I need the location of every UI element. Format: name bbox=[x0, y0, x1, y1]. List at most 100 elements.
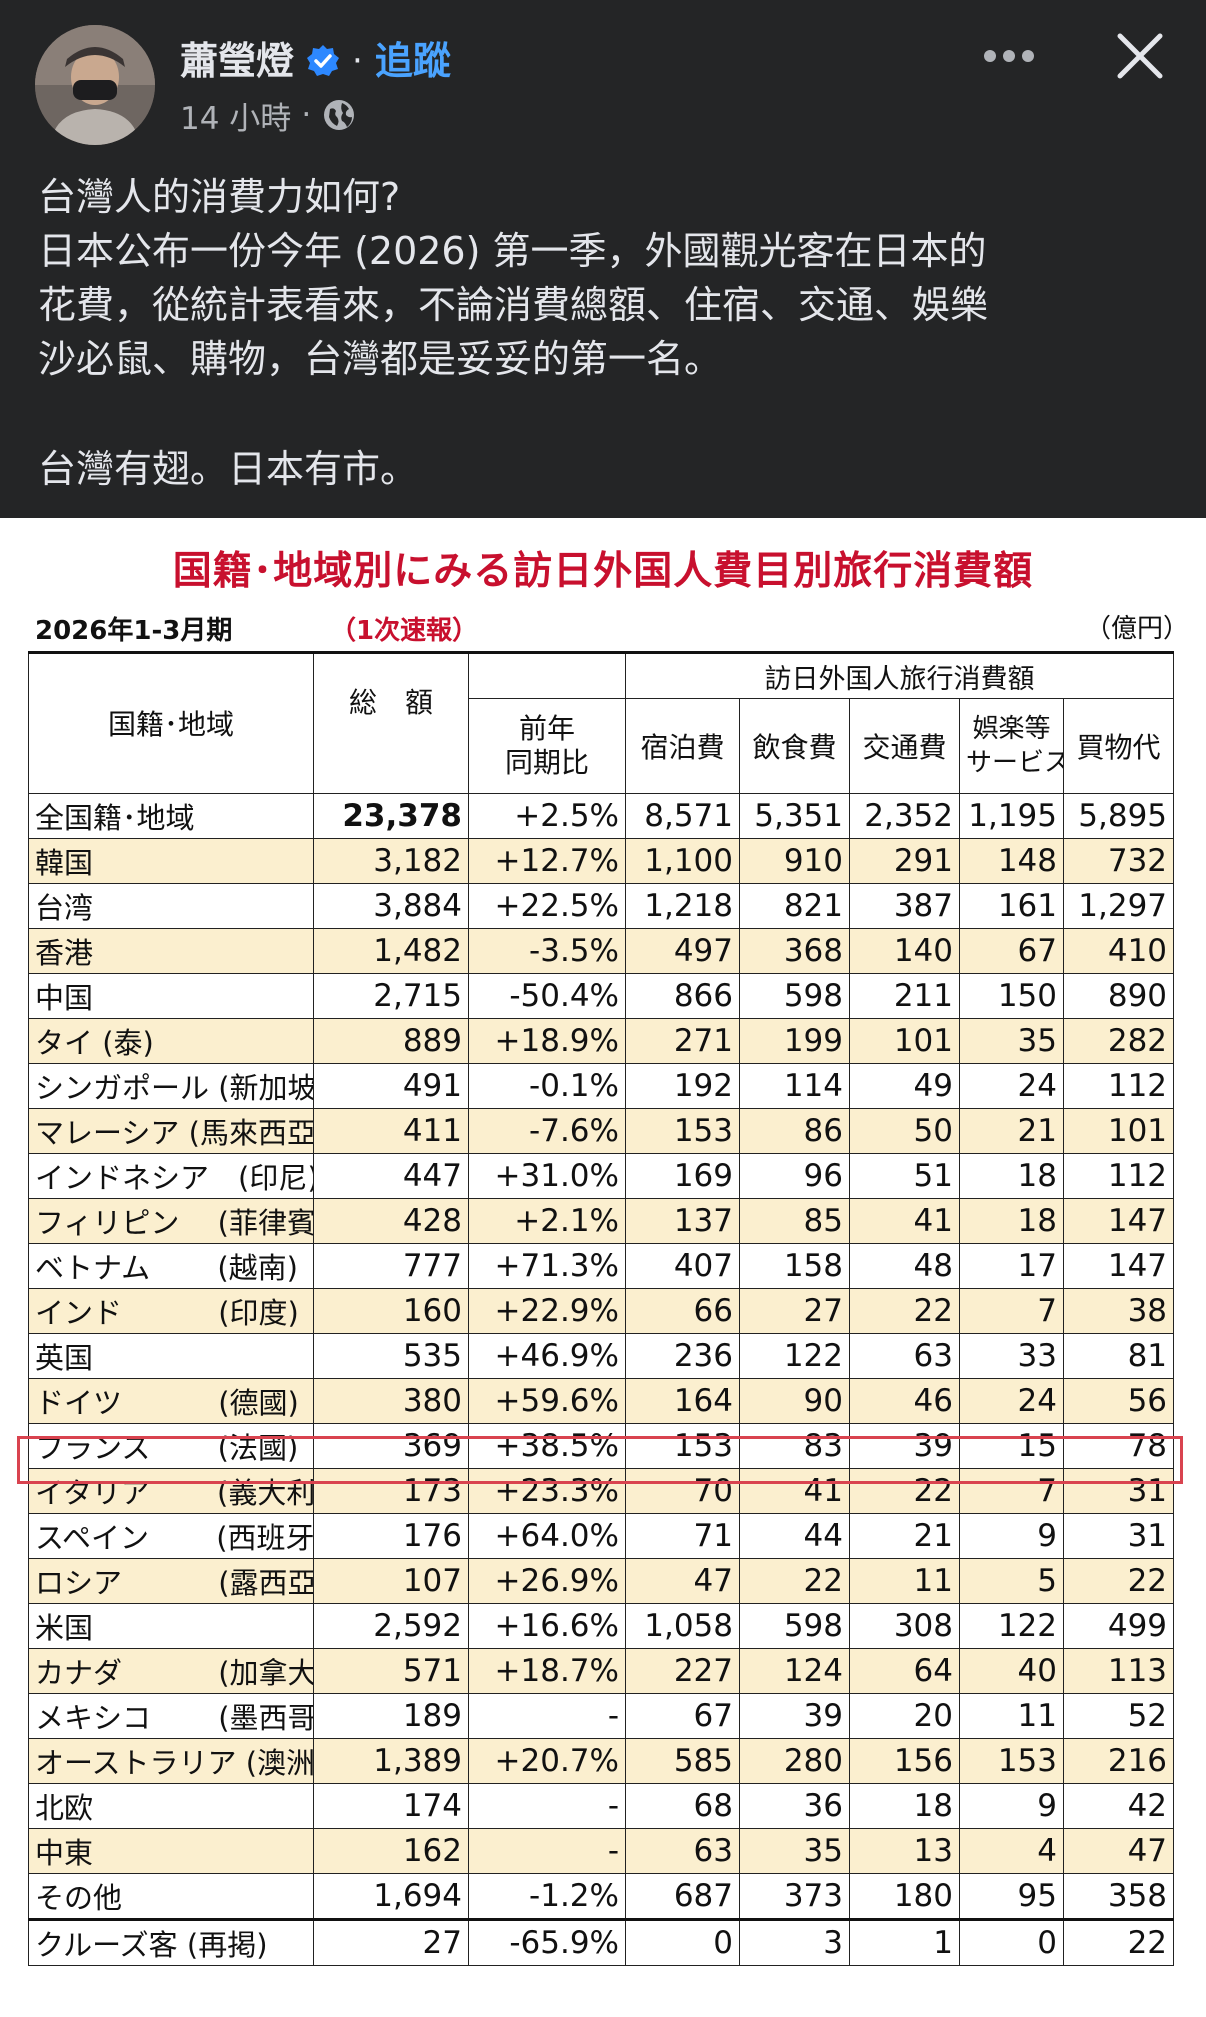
separator: · bbox=[352, 41, 363, 81]
post-time[interactable]: 14 小時 bbox=[180, 100, 292, 137]
cell-lodging: 227 bbox=[625, 1647, 740, 1694]
cell-region: 全国籍･地域 bbox=[28, 792, 314, 839]
cell-transport: 387 bbox=[849, 882, 960, 929]
cell-food: 85 bbox=[739, 1197, 850, 1244]
cell-ent: 40 bbox=[959, 1647, 1064, 1694]
post-image[interactable]: 国籍･地域別にみる訪日外国人費目別旅行消費額 2026年1-3月期 （1次速報）… bbox=[0, 518, 1206, 2017]
cell-shopping: 1,297 bbox=[1062, 882, 1175, 929]
image-prelim: （1次速報） bbox=[330, 616, 479, 646]
cell-yoy: +22.9% bbox=[468, 1287, 626, 1334]
cell-yoy: +2.5% bbox=[468, 792, 626, 839]
table-row: フィリピン (菲律賓) 428 +2.1% 137 85 41 18 147 bbox=[28, 1197, 1175, 1244]
table-row: 中東 162-63 35 13 4 47 bbox=[28, 1827, 1175, 1874]
cell-shopping: 890 bbox=[1062, 972, 1175, 1019]
cell-food: 86 bbox=[739, 1107, 850, 1154]
cell-food: 910 bbox=[739, 837, 850, 884]
cell-ent: 35 bbox=[959, 1017, 1064, 1064]
cell-food: 5,351 bbox=[739, 792, 850, 839]
cell-transport: 2,352 bbox=[849, 792, 960, 839]
cell-shopping: 31 bbox=[1062, 1467, 1175, 1514]
cell-lodging: 585 bbox=[625, 1737, 740, 1784]
cell-shopping: 101 bbox=[1062, 1107, 1175, 1154]
cell-food: 27 bbox=[739, 1287, 850, 1334]
cell-region: 台湾 bbox=[28, 882, 314, 929]
cell-ent: 153 bbox=[959, 1737, 1064, 1784]
avatar[interactable] bbox=[35, 25, 155, 145]
cell-transport: 1 bbox=[849, 1918, 960, 1966]
cell-food: 35 bbox=[739, 1827, 850, 1874]
cell-shopping: 147 bbox=[1062, 1197, 1175, 1244]
cell-food: 44 bbox=[739, 1512, 850, 1559]
cell-region: フィリピン (菲律賓) bbox=[28, 1197, 314, 1244]
cell-shopping: 78 bbox=[1062, 1422, 1175, 1469]
cell-yoy: +71.3% bbox=[468, 1242, 626, 1289]
table-row: 韓国 3,182 +12.7% 1,100 910 291 148 732 bbox=[28, 837, 1175, 884]
cell-lodging: 169 bbox=[625, 1152, 740, 1199]
cell-total: 1,694 bbox=[313, 1872, 469, 1920]
cell-transport: 20 bbox=[849, 1692, 960, 1739]
header-region: 国籍･地域 bbox=[28, 651, 314, 794]
spending-table: 国籍･地域 総 額 訪日外国人旅行消費額 前年 同期比 宿泊費 飲食費 交通費 … bbox=[28, 651, 1175, 1966]
cell-yoy: +18.9% bbox=[468, 1017, 626, 1064]
cell-transport: 64 bbox=[849, 1647, 960, 1694]
cell-region: タイ (泰) bbox=[28, 1017, 314, 1064]
follow-button[interactable]: 追蹤 bbox=[374, 39, 451, 83]
cell-food: 368 bbox=[739, 927, 850, 974]
cell-food: 280 bbox=[739, 1737, 850, 1784]
cell-lodging: 407 bbox=[625, 1242, 740, 1289]
cell-transport: 13 bbox=[849, 1827, 960, 1874]
header-entertainment: 娯楽等 サービス bbox=[959, 698, 1064, 794]
cell-ent: 67 bbox=[959, 927, 1064, 974]
cell-food: 3 bbox=[739, 1918, 850, 1966]
cell-shopping: 42 bbox=[1062, 1782, 1175, 1829]
more-options-button[interactable] bbox=[978, 30, 1040, 82]
cell-region: イタリア (義大利) bbox=[28, 1467, 314, 1514]
cell-lodging: 137 bbox=[625, 1197, 740, 1244]
author-name[interactable]: 蕭瑩燈 bbox=[180, 39, 295, 83]
post-text-line: 花費，從統計表看來，不論消費總額、住宿、交通、娛樂 bbox=[38, 283, 989, 327]
cell-ent: 24 bbox=[959, 1062, 1064, 1109]
cell-shopping: 22 bbox=[1062, 1918, 1175, 1966]
cell-lodging: 236 bbox=[625, 1332, 740, 1379]
table-row: インド (印度) 160 +22.9% 66 27 22 7 38 bbox=[28, 1287, 1175, 1334]
table-row: 英国 535 +46.9% 236 122 63 33 81 bbox=[28, 1332, 1175, 1379]
cell-shopping: 112 bbox=[1062, 1152, 1175, 1199]
cell-lodging: 1,100 bbox=[625, 837, 740, 884]
post-body: 台灣人的消費力如何? 日本公布一份今年 (2026) 第一季，外國觀光客在日本的… bbox=[38, 170, 1178, 496]
cell-shopping: 31 bbox=[1062, 1512, 1175, 1559]
cell-total: 27 bbox=[313, 1918, 469, 1966]
header-total: 総 額 bbox=[313, 651, 469, 749]
cell-yoy: -7.6% bbox=[468, 1107, 626, 1154]
post-text-line: 沙必鼠、購物，台灣都是妥妥的第一名。 bbox=[38, 337, 723, 381]
cell-lodging: 192 bbox=[625, 1062, 740, 1109]
cell-shopping: 113 bbox=[1062, 1647, 1175, 1694]
cell-transport: 63 bbox=[849, 1332, 960, 1379]
cell-yoy: -50.4% bbox=[468, 972, 626, 1019]
header-shopping: 買物代 bbox=[1062, 698, 1175, 794]
header-yoy-line2: 同期比 bbox=[504, 745, 589, 779]
cell-yoy: -65.9% bbox=[468, 1918, 626, 1966]
header-group: 訪日外国人旅行消費額 bbox=[624, 651, 1175, 699]
cell-total: 447 bbox=[313, 1152, 469, 1199]
close-button[interactable] bbox=[1112, 28, 1168, 84]
table-row: 中国 2,715 -50.4% 866 598 211 150 890 bbox=[28, 972, 1175, 1019]
table-row: オーストラリア (澳洲) 1,389 +20.7% 585 280 156 153 216 bbox=[28, 1737, 1175, 1784]
cell-lodging: 47 bbox=[625, 1557, 740, 1604]
cell-total: 107 bbox=[313, 1557, 469, 1604]
cell-shopping: 282 bbox=[1062, 1017, 1175, 1064]
post-meta: 14 小時 · bbox=[180, 95, 357, 137]
table-row: 香港 1,482 -3.5% 497 368 140 67 410 bbox=[28, 927, 1175, 974]
cell-total: 535 bbox=[313, 1332, 469, 1379]
image-period: 2026年1-3月期 bbox=[35, 616, 233, 646]
cell-yoy: -1.2% bbox=[468, 1872, 626, 1920]
cell-total: 777 bbox=[313, 1242, 469, 1289]
post-text-closing: 台灣有翅。日本有市。 bbox=[38, 447, 419, 491]
globe-icon bbox=[321, 97, 357, 133]
cell-total: 491 bbox=[313, 1062, 469, 1109]
cell-yoy: +31.0% bbox=[468, 1152, 626, 1199]
cell-shopping: 5,895 bbox=[1062, 792, 1175, 839]
post-header: 蕭瑩燈 · 追蹤 14 小時 · bbox=[0, 0, 1206, 150]
cell-region: ベトナム (越南) bbox=[28, 1242, 314, 1289]
cell-food: 821 bbox=[739, 882, 850, 929]
cell-transport: 39 bbox=[849, 1422, 960, 1469]
